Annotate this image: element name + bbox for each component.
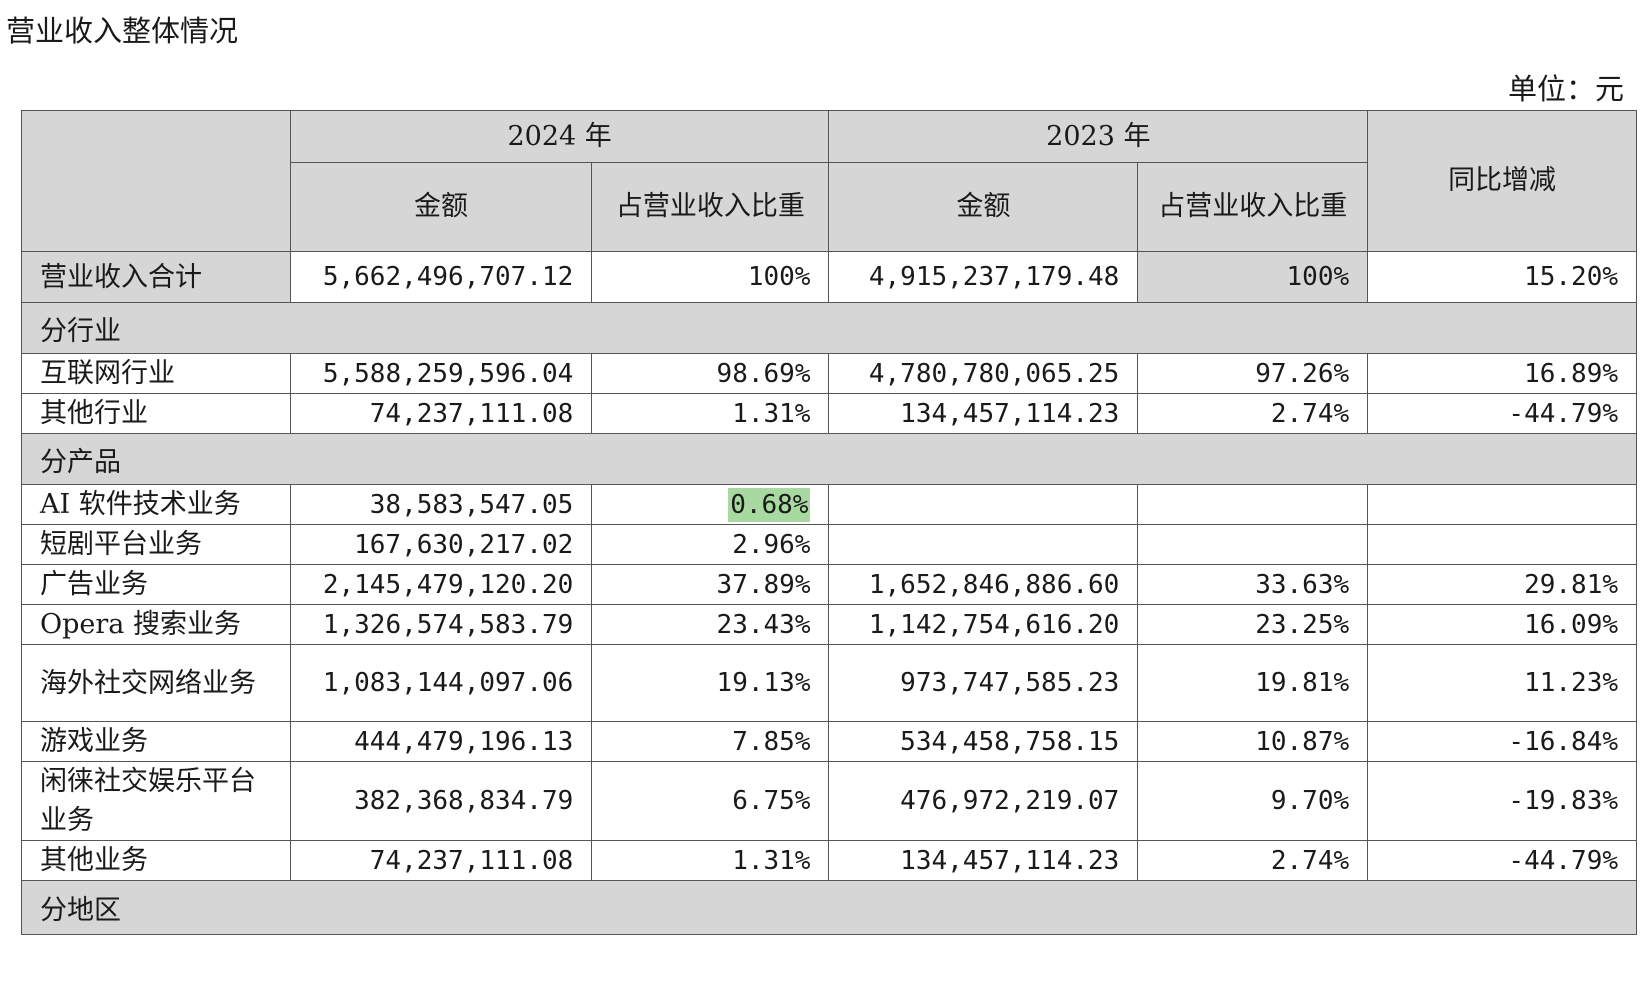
cell-amt-2024: 74,237,111.08 [289, 393, 593, 434]
table-row: 广告业务 2,145,479,120.20 37.89% 1,652,846,8… [21, 564, 1637, 605]
header-year-2023: 2023 年 [828, 110, 1369, 163]
cell-amt-2024: 5,588,259,596.04 [289, 353, 593, 394]
cell-ratio-2023: 2.74% [1137, 393, 1369, 434]
row-label: 互联网行业 [21, 353, 291, 394]
cell-yoy [1367, 484, 1637, 525]
row-label: 其他行业 [21, 393, 291, 434]
section-product: 分产品 [21, 433, 1637, 485]
row-label: 闲徕社交娱乐平台业务 [21, 761, 291, 841]
cell-amt-2023 [828, 524, 1139, 565]
cell-ratio-2023: 19.81% [1137, 644, 1369, 722]
cell-amt-2023: 134,457,114.23 [828, 840, 1139, 881]
cell-amt-2024: 382,368,834.79 [289, 761, 593, 841]
cell-ratio-2023: 2.74% [1137, 840, 1369, 881]
cell-yoy: 29.81% [1367, 564, 1637, 605]
header-ratio-2023: 占营业收入比重 [1137, 162, 1369, 252]
cell-ratio-2023: 23.25% [1137, 604, 1369, 645]
table-row: AI 软件技术业务 38,583,547.05 0.68% [21, 484, 1637, 525]
cell-amt-2023: 476,972,219.07 [828, 761, 1139, 841]
cell-amt-2023: 134,457,114.23 [828, 393, 1139, 434]
cell-ratio-2023: 9.70% [1137, 761, 1369, 841]
cell-yoy: -44.79% [1367, 393, 1637, 434]
table-row: 其他业务 74,237,111.08 1.31% 134,457,114.23 … [21, 840, 1637, 881]
cell-ratio-2023: 97.26% [1137, 353, 1369, 394]
revenue-table: 2024 年 2023 年 同比增减 金额 占营业收入比重 金额 占营业收入比重… [21, 110, 1637, 935]
header-ratio-2024: 占营业收入比重 [591, 162, 830, 252]
header-amount-2023: 金额 [828, 162, 1139, 252]
cell-amt-2023: 534,458,758.15 [828, 721, 1139, 762]
row-label: 游戏业务 [21, 721, 291, 762]
cell-amt-2024: 167,630,217.02 [289, 524, 593, 565]
cell-amt-2024: 444,479,196.13 [289, 721, 593, 762]
section-region: 分地区 [21, 880, 1637, 935]
header-yoy: 同比增减 [1367, 110, 1637, 252]
cell-ratio-2024: 19.13% [591, 644, 830, 722]
table-row: 其他行业 74,237,111.08 1.31% 134,457,114.23 … [21, 393, 1637, 434]
header-year-2024: 2024 年 [289, 110, 830, 163]
total-row: 营业收入合计 5,662,496,707.12 100% 4,915,237,1… [21, 251, 1637, 303]
total-ratio-2024: 100% [591, 251, 830, 303]
row-label: Opera 搜索业务 [21, 604, 291, 645]
header-amount-2024: 金额 [289, 162, 593, 252]
cell-amt-2023: 4,780,780,065.25 [828, 353, 1139, 394]
header-corner [21, 110, 291, 252]
row-label: 海外社交网络业务 [21, 644, 291, 722]
cell-amt-2023: 973,747,585.23 [828, 644, 1139, 722]
page-title: 营业收入整体情况 [6, 14, 239, 48]
cell-ratio-2024: 1.31% [591, 393, 830, 434]
cell-yoy: 16.09% [1367, 604, 1637, 645]
cell-amt-2024: 2,145,479,120.20 [289, 564, 593, 605]
table-row: 游戏业务 444,479,196.13 7.85% 534,458,758.15… [21, 721, 1637, 762]
row-label: 短剧平台业务 [21, 524, 291, 565]
header-row-years: 2024 年 2023 年 同比增减 [21, 110, 1637, 252]
header-row-cols: 金额 占营业收入比重 金额 占营业收入比重 [21, 162, 1637, 252]
cell-ratio-2023: 33.63% [1137, 564, 1369, 605]
table-row: 闲徕社交娱乐平台业务 382,368,834.79 6.75% 476,972,… [21, 761, 1637, 841]
cell-amt-2024: 1,083,144,097.06 [289, 644, 593, 722]
total-yoy: 15.20% [1367, 251, 1637, 303]
cell-ratio-2024: 1.31% [591, 840, 830, 881]
row-label: 广告业务 [21, 564, 291, 605]
cell-yoy: -19.83% [1367, 761, 1637, 841]
section-industry: 分行业 [21, 302, 1637, 354]
cell-yoy: 16.89% [1367, 353, 1637, 394]
cell-amt-2023 [828, 484, 1139, 525]
total-ratio-2023: 100% [1137, 251, 1369, 303]
unit-label: 单位：元 [1507, 72, 1624, 106]
cell-ratio-2024: 7.85% [591, 721, 830, 762]
cell-amt-2024: 38,583,547.05 [289, 484, 593, 525]
cell-amt-2024: 74,237,111.08 [289, 840, 593, 881]
cell-ratio-2024: 2.96% [591, 524, 830, 565]
table-row: 短剧平台业务 167,630,217.02 2.96% [21, 524, 1637, 565]
cell-ratio-2024: 37.89% [591, 564, 830, 605]
cell-yoy: -44.79% [1367, 840, 1637, 881]
cell-ratio-2023 [1137, 524, 1369, 565]
cell-yoy: 11.23% [1367, 644, 1637, 722]
row-label: AI 软件技术业务 [21, 484, 291, 525]
table-row: 互联网行业 5,588,259,596.04 98.69% 4,780,780,… [21, 353, 1637, 394]
table-row: 海外社交网络业务 1,083,144,097.06 19.13% 973,747… [21, 644, 1637, 722]
total-label: 营业收入合计 [21, 251, 291, 303]
section-row: 分产品 [21, 433, 1637, 485]
row-label: 其他业务 [21, 840, 291, 881]
cell-ratio-2024: 98.69% [591, 353, 830, 394]
cell-yoy [1367, 524, 1637, 565]
section-row: 分行业 [21, 302, 1637, 354]
cell-ratio-2023 [1137, 484, 1369, 525]
cell-yoy: -16.84% [1367, 721, 1637, 762]
cell-ratio-2023: 10.87% [1137, 721, 1369, 762]
highlighted-value: 0.68% [728, 487, 811, 522]
total-amt-2023: 4,915,237,179.48 [828, 251, 1139, 303]
cell-ratio-2024: 0.68% [591, 484, 830, 525]
cell-amt-2023: 1,652,846,886.60 [828, 564, 1139, 605]
cell-amt-2024: 1,326,574,583.79 [289, 604, 593, 645]
section-row: 分地区 [21, 880, 1637, 935]
cell-ratio-2024: 23.43% [591, 604, 830, 645]
cell-ratio-2024: 6.75% [591, 761, 830, 841]
cell-amt-2023: 1,142,754,616.20 [828, 604, 1139, 645]
total-amt-2024: 5,662,496,707.12 [289, 251, 593, 303]
table-row: Opera 搜索业务 1,326,574,583.79 23.43% 1,142… [21, 604, 1637, 645]
